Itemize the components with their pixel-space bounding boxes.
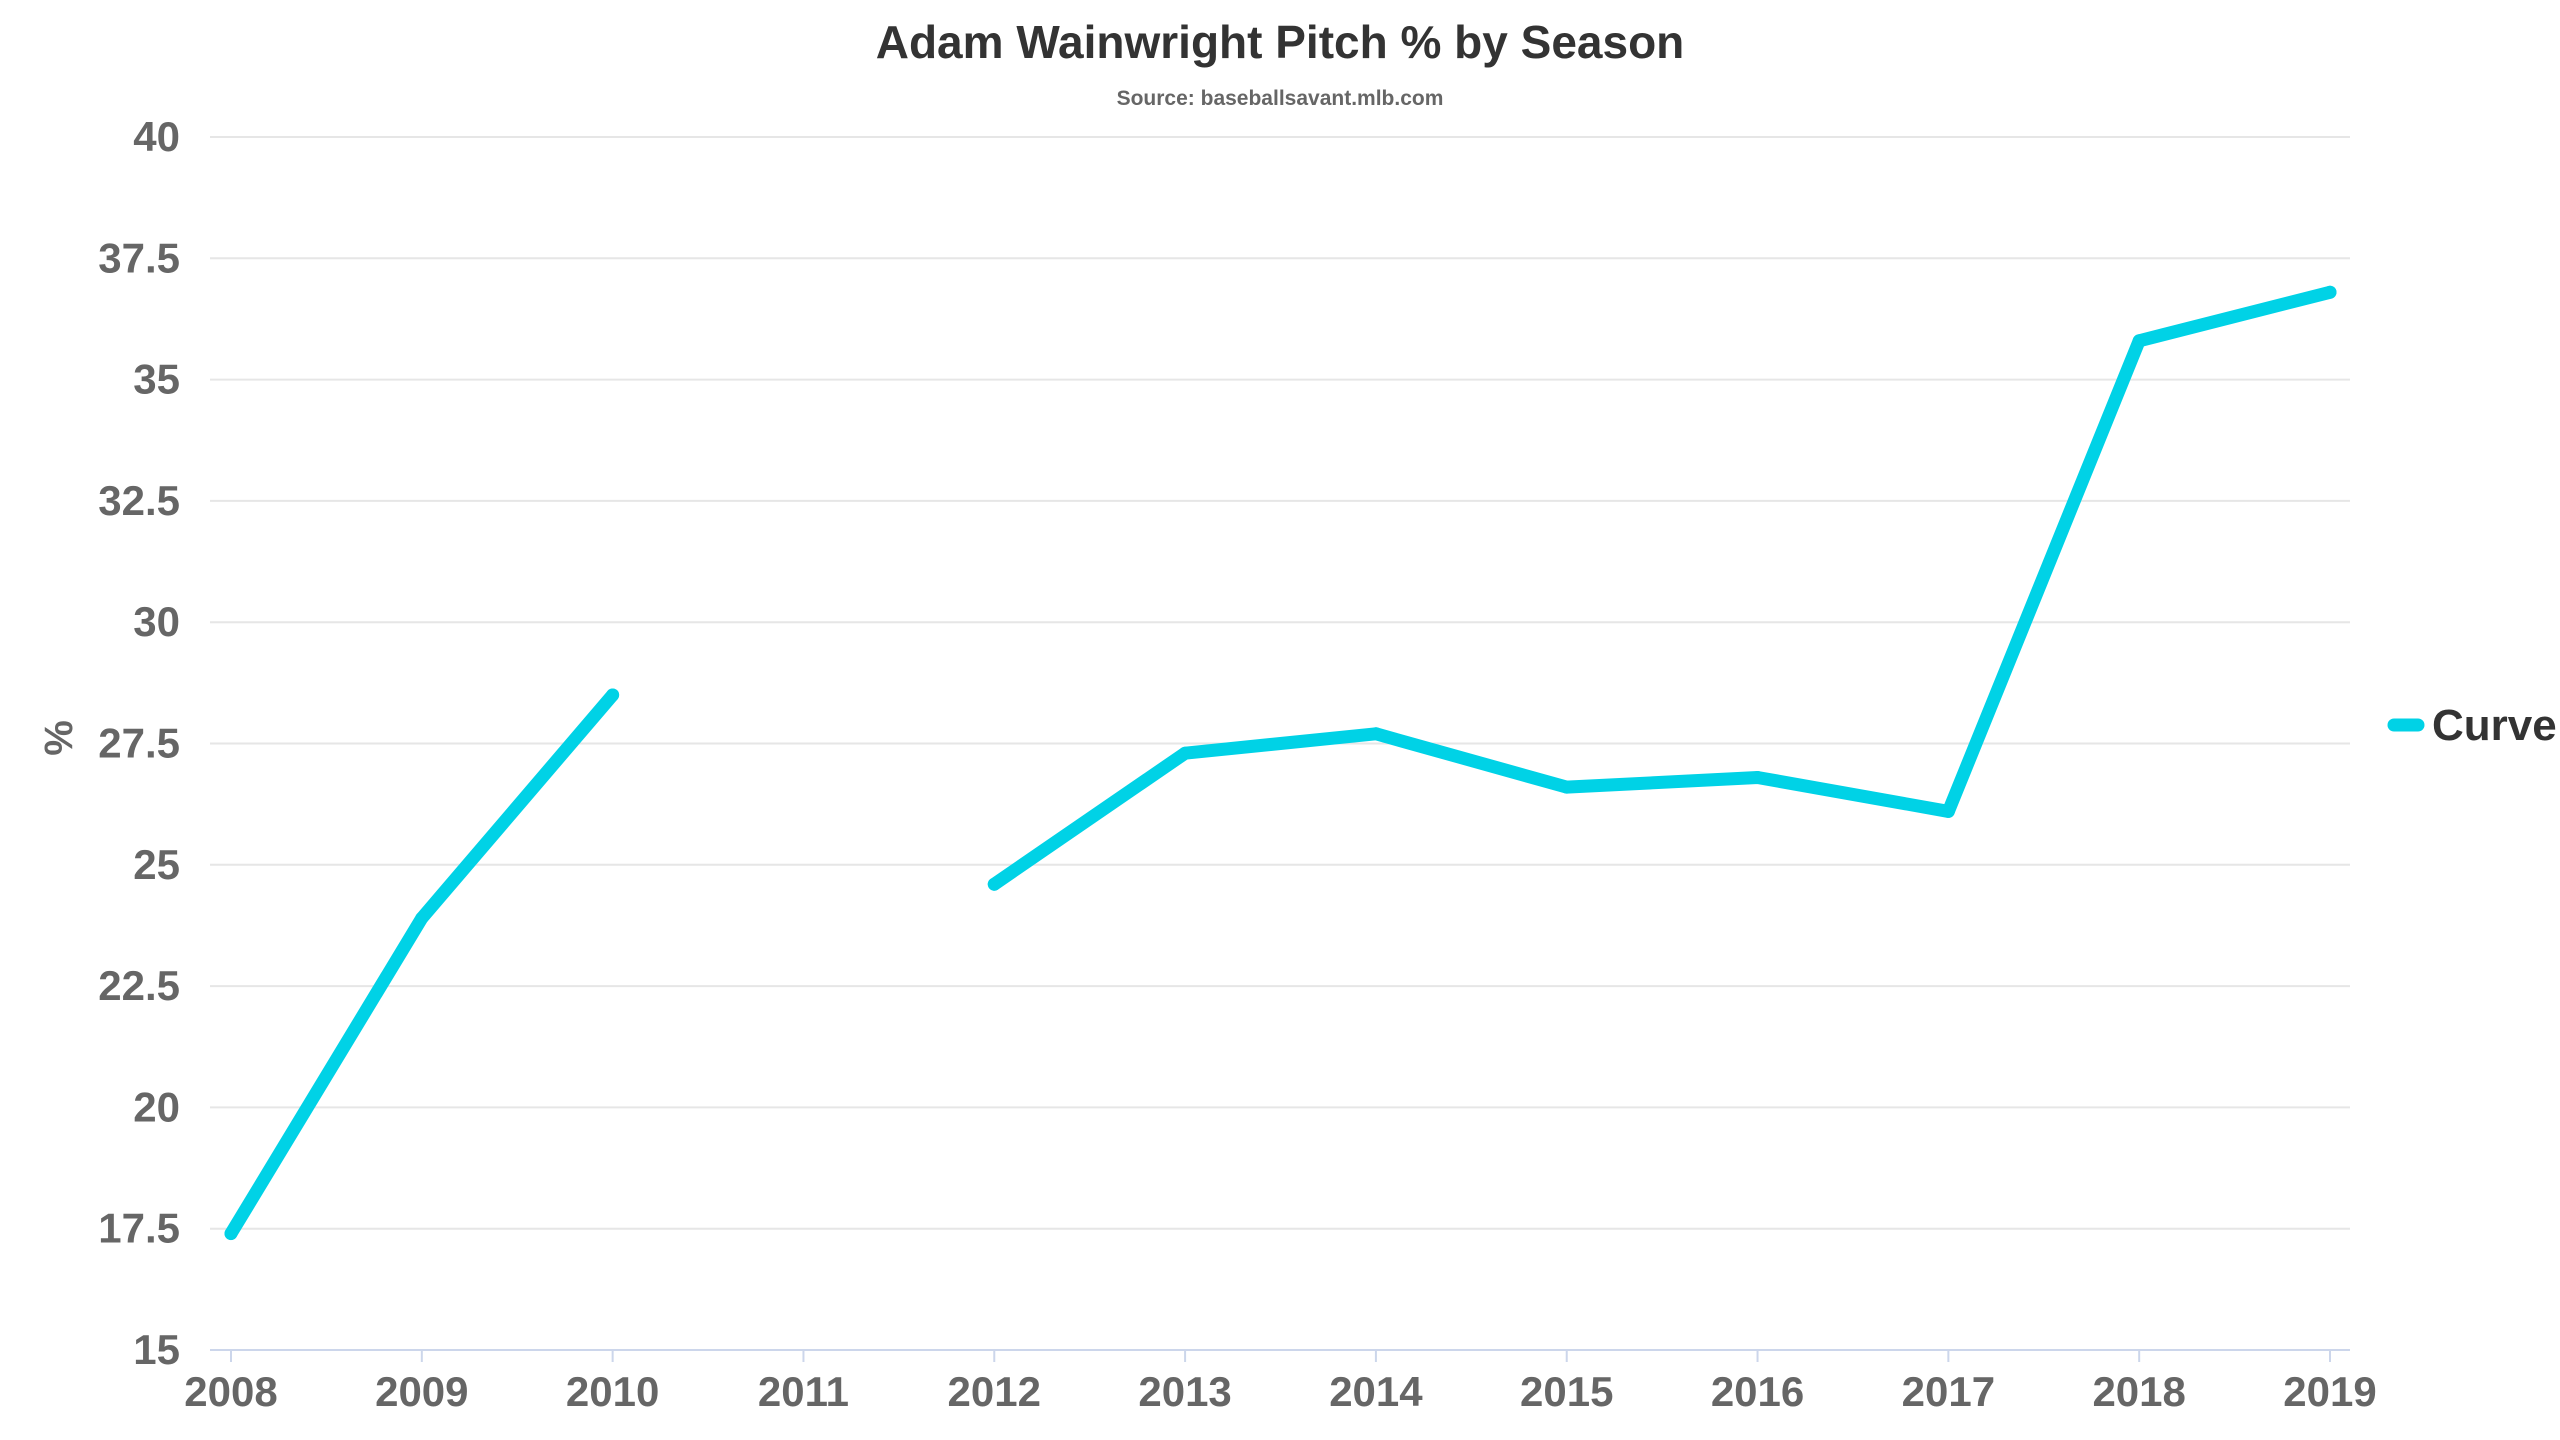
y-tick-label: 20 [133, 1083, 180, 1130]
data-point[interactable] [1369, 727, 1383, 741]
data-point[interactable] [1560, 780, 1574, 794]
y-axis-ticks: 15 17.5 20 22.5 25 27.5 30 32.5 35 37.5 40 [98, 113, 180, 1373]
x-tick-label: 2018 [2092, 1368, 2185, 1415]
y-tick-label: 32.5 [98, 477, 180, 524]
data-point[interactable] [2132, 334, 2146, 348]
y-tick-label: 25 [133, 841, 180, 888]
legend[interactable]: Curve [2387, 701, 2557, 750]
y-tick-label: 40 [133, 113, 180, 160]
x-tick-label: 2014 [1329, 1368, 1423, 1415]
x-axis-ticks: 2008 2009 2010 2011 2012 2013 2014 2015 2016 2017… [184, 1349, 2377, 1415]
y-tick-label: 27.5 [98, 720, 180, 767]
data-point[interactable] [2323, 285, 2337, 299]
chart-subtitle: Source: baseballsavant.mlb.com [1117, 87, 1444, 110]
series-line-segment [224, 688, 620, 1241]
data-point[interactable] [1751, 770, 1765, 784]
x-tick-label: 2017 [1902, 1368, 1995, 1415]
grid-lines [210, 136, 2350, 1230]
data-point[interactable] [606, 688, 620, 702]
x-tick-label: 2008 [184, 1368, 277, 1415]
y-tick-label: 35 [133, 356, 180, 403]
data-point[interactable] [415, 911, 429, 925]
data-point[interactable] [1178, 746, 1192, 760]
y-tick-label: 17.5 [98, 1205, 180, 1252]
y-tick-label: 22.5 [98, 962, 180, 1009]
y-tick-label: 30 [133, 598, 180, 645]
x-tick-label: 2011 [758, 1368, 849, 1415]
y-axis-label: % [37, 720, 81, 756]
x-tick-label: 2009 [375, 1368, 468, 1415]
x-tick-label: 2010 [566, 1368, 659, 1415]
y-tick-label: 15 [133, 1326, 180, 1373]
series-line-segment [987, 285, 2337, 891]
x-tick-label: 2015 [1520, 1368, 1613, 1415]
y-tick-label: 37.5 [98, 234, 180, 281]
x-tick-label: 2019 [2283, 1368, 2376, 1415]
series-lines [224, 285, 2337, 1241]
chart-title: Adam Wainwright Pitch % by Season [876, 16, 1685, 68]
data-point[interactable] [987, 877, 1001, 891]
data-point[interactable] [1941, 804, 1955, 818]
x-tick-label: 2013 [1138, 1368, 1231, 1415]
legend-label[interactable]: Curve [2432, 701, 2557, 750]
x-tick-label: 2016 [1711, 1368, 1804, 1415]
x-tick-label: 2012 [948, 1368, 1041, 1415]
data-point[interactable] [224, 1227, 238, 1241]
